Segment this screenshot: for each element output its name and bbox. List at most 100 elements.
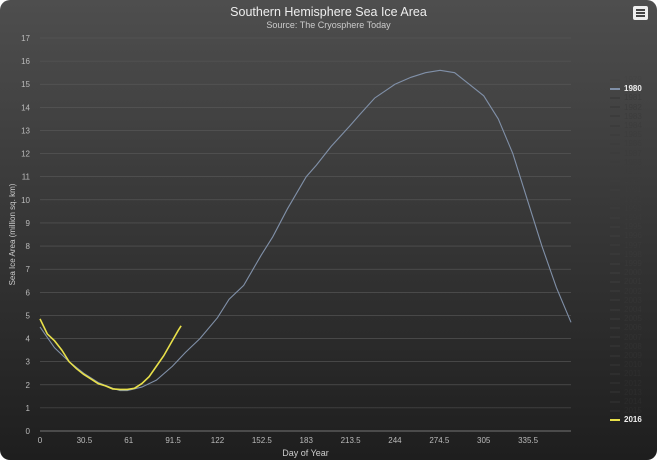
legend-label: 1980 (624, 84, 642, 94)
legend-item-1996[interactable]: 1996 (610, 231, 642, 240)
legend-item-2009[interactable]: 2009 (610, 351, 642, 360)
y-tick-label: 3 (26, 358, 31, 367)
legend-swatch (610, 336, 620, 339)
legend-item-1989[interactable]: 1989 (610, 167, 642, 176)
legend-item-2000[interactable]: 2000 (610, 268, 642, 277)
legend-swatch (610, 142, 620, 145)
legend-swatch (610, 234, 620, 237)
legend-swatch (610, 244, 620, 247)
y-tick-label: 13 (21, 126, 30, 135)
legend-swatch (610, 290, 620, 293)
series-line-2016 (39, 318, 182, 391)
legend-swatch (610, 216, 620, 219)
legend-label: 1990 (624, 176, 642, 186)
legend-item-1990[interactable]: 1990 (610, 176, 642, 185)
legend-label: 1987 (624, 148, 642, 158)
y-tick-label: 11 (22, 173, 31, 182)
legend-swatch (610, 188, 620, 191)
legend-item-2006[interactable]: 2006 (610, 323, 642, 332)
legend-item-2007[interactable]: 2007 (610, 333, 642, 342)
legend-label: 2010 (624, 360, 642, 370)
legend-item-1985[interactable]: 1985 (610, 130, 642, 139)
legend-item-1994[interactable]: 1994 (610, 213, 642, 222)
hamburger-icon[interactable] (633, 6, 648, 20)
legend-item-2012[interactable]: 2012 (610, 379, 642, 388)
legend-label: 1995 (624, 222, 642, 232)
legend-swatch (610, 308, 620, 311)
x-tick-label: 305 (477, 436, 491, 445)
legend-item-2014[interactable]: 2014 (610, 397, 642, 406)
legend-item-2002[interactable]: 2002 (610, 287, 642, 296)
legend-item-1986[interactable]: 1986 (610, 139, 642, 148)
legend-swatch (610, 161, 620, 164)
legend-label: 2003 (624, 295, 642, 305)
legend-item-2008[interactable]: 2008 (610, 342, 642, 351)
legend-swatch (610, 391, 620, 394)
legend-swatch (610, 299, 620, 302)
legend-item-1980[interactable]: 1980 (610, 84, 642, 93)
legend-swatch (610, 354, 620, 357)
legend-item-1999[interactable]: 1999 (610, 259, 642, 268)
chart-subtitle: Source: The Cryosphere Today (266, 20, 391, 30)
legend-item-2013[interactable]: 2013 (610, 388, 642, 397)
x-tick-label: 213.5 (341, 436, 362, 445)
legend-label: 1982 (624, 102, 642, 112)
legend-item-1984[interactable]: 1984 (610, 121, 642, 130)
legend-item-1993[interactable]: 1993 (610, 204, 642, 213)
legend-item-1997[interactable]: 1997 (610, 241, 642, 250)
legend-item-2001[interactable]: 2001 (610, 277, 642, 286)
legend-item-1988[interactable]: 1988 (610, 158, 642, 167)
legend-label: 2012 (624, 378, 642, 388)
legend-item-1998[interactable]: 1998 (610, 250, 642, 259)
legend-label: 2002 (624, 286, 642, 296)
legend-item-2004[interactable]: 2004 (610, 305, 642, 314)
legend-item-1991[interactable]: 1991 (610, 185, 642, 194)
legend-swatch (610, 409, 620, 412)
legend-swatch (610, 96, 620, 99)
legend-label: 2009 (624, 351, 642, 360)
y-tick-label: 7 (26, 265, 31, 274)
chart-title: Southern Hemisphere Sea Ice Area (230, 5, 427, 19)
legend-swatch (610, 382, 620, 385)
y-tick-label: 14 (21, 103, 30, 112)
legend-label: 1984 (624, 121, 642, 130)
legend-item-2003[interactable]: 2003 (610, 296, 642, 305)
legend-item-2016[interactable]: 2016 (610, 415, 642, 424)
x-tick-label: 61 (124, 436, 133, 445)
legend-swatch (610, 170, 620, 173)
y-tick-label: 8 (26, 242, 31, 251)
y-tick-label: 12 (21, 150, 30, 159)
y-tick-label: 0 (26, 427, 31, 436)
legend-swatch (610, 198, 620, 201)
legend-item-1995[interactable]: 1995 (610, 222, 642, 231)
legend-item-1987[interactable]: 1987 (610, 149, 642, 158)
y-tick-label: 1 (26, 404, 31, 413)
legend-swatch (610, 87, 620, 90)
legend-item-1981[interactable]: 1981 (610, 93, 642, 102)
legend-label: 2014 (624, 397, 642, 406)
legend-item-2005[interactable]: 2005 (610, 314, 642, 323)
legend-item-2010[interactable]: 2010 (610, 360, 642, 369)
legend-item-1992[interactable]: 1992 (610, 195, 642, 204)
legend-swatch (610, 115, 620, 118)
legend-item-1982[interactable]: 1982 (610, 103, 642, 112)
legend-label: 2008 (624, 341, 642, 351)
legend-label: 1998 (624, 249, 642, 259)
x-axis-title: Day of Year (282, 448, 329, 458)
x-tick-label: 0 (38, 436, 43, 445)
legend-item-2011[interactable]: 2011 (610, 369, 641, 378)
legend-swatch (610, 133, 620, 136)
y-axis-title: Sea Ice Area (million sq. km) (8, 183, 17, 285)
legend-item-1979[interactable]: 1979 (610, 75, 642, 84)
x-tick-label: 335.5 (518, 436, 539, 445)
y-tick-label: 6 (26, 288, 31, 297)
y-tick-label: 5 (26, 311, 31, 320)
legend-item-1983[interactable]: 1983 (610, 112, 642, 121)
y-tick-label: 17 (21, 34, 30, 43)
legend-item-2015[interactable]: 2015 (610, 406, 642, 415)
legend-label: 1991 (624, 185, 642, 195)
legend-swatch (610, 400, 620, 403)
x-tick-label: 244 (388, 436, 402, 445)
